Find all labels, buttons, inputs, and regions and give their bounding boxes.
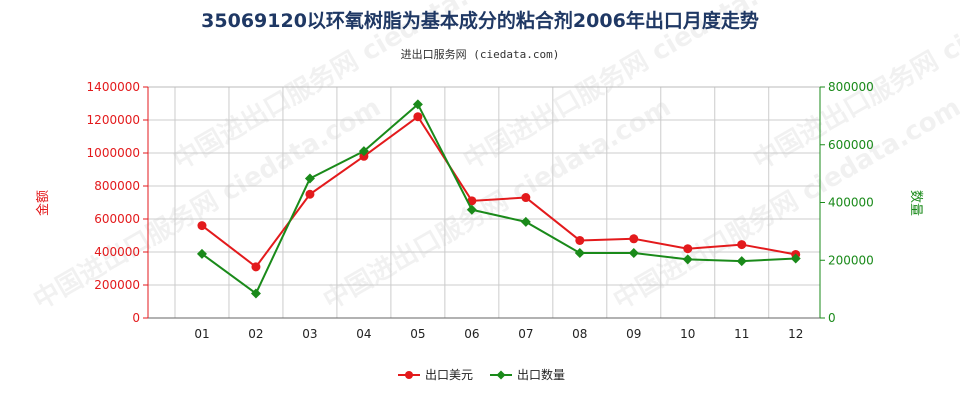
data-point-quantity [682,254,693,265]
x-tick-label: 05 [410,327,425,341]
data-point-quantity [412,99,423,110]
tick-labels: 0 200000 400000 600000 800000 1000000 1200000 1… [87,80,874,341]
chart-title: 35069120以环氧树脂为基本成分的粘合剂2006年出口月度走势 [201,9,759,32]
chart-subtitle: 进出口服务网 (ciedata.com) [401,47,560,61]
data-point-quantity [250,288,261,299]
y-axis-label-left: 金额 [35,190,51,216]
y-tick-label-left: 400000 [94,245,140,259]
data-point-usd [197,221,207,231]
data-point-quantity [520,216,531,227]
x-tick-label: 03 [302,327,317,341]
x-tick-label: 02 [248,327,263,341]
data-point-quantity [466,204,477,215]
y-tick-label-left: 1200000 [87,113,140,127]
y-tick-label-left: 800000 [94,179,140,193]
y-axis-label-right: 数量 [908,190,923,216]
legend-marker-diamond [496,370,506,380]
series-line-1 [201,115,796,269]
y-tick-label-left: 600000 [94,212,140,226]
x-tick-label: 01 [194,327,209,341]
y-tick-label-right: 0 [828,311,836,325]
legend-label: 出口美元 [425,368,473,382]
data-point-quantity [304,173,315,184]
x-tick-label: 06 [464,327,479,341]
x-tick-label: 10 [680,327,695,341]
data-point-usd [413,112,423,122]
data-point-quantity [196,248,207,259]
legend: 出口美元 出口数量 [398,367,565,382]
y-tick-label-right: 800000 [828,80,874,94]
y-tick-label-right: 400000 [828,196,874,210]
x-tick-label: 09 [626,327,641,341]
data-point-quantity [628,248,639,259]
x-tick-label: 08 [572,327,587,341]
data-point-quantity [736,256,747,267]
data-point-usd [359,151,369,161]
x-tick-label: 07 [518,327,533,341]
data-point-usd [737,240,747,250]
data-point-quantity [358,146,369,157]
series-layer [196,99,801,299]
y-tick-label-left: 0 [132,311,140,325]
x-tick-label: 04 [356,327,371,341]
series-line-2 [201,102,796,295]
y-tick-label-right: 200000 [828,253,874,267]
data-point-usd [467,196,477,206]
legend-marker-circle [405,371,413,379]
data-point-usd [251,262,261,272]
y-tick-label-left: 1400000 [87,80,140,94]
data-point-quantity [790,253,801,264]
data-point-usd [305,189,315,199]
data-point-usd [683,244,693,254]
y-tick-label-left: 1000000 [87,146,140,160]
x-tick-label: 12 [788,327,803,341]
data-point-quantity [574,248,585,259]
y-tick-label-right: 600000 [828,138,874,152]
x-tick-label: 11 [734,327,749,341]
y-tick-label-left: 200000 [94,278,140,292]
legend-label: 出口数量 [517,367,565,382]
data-point-usd [521,193,531,203]
data-point-usd [575,235,585,245]
data-point-usd [629,234,639,244]
